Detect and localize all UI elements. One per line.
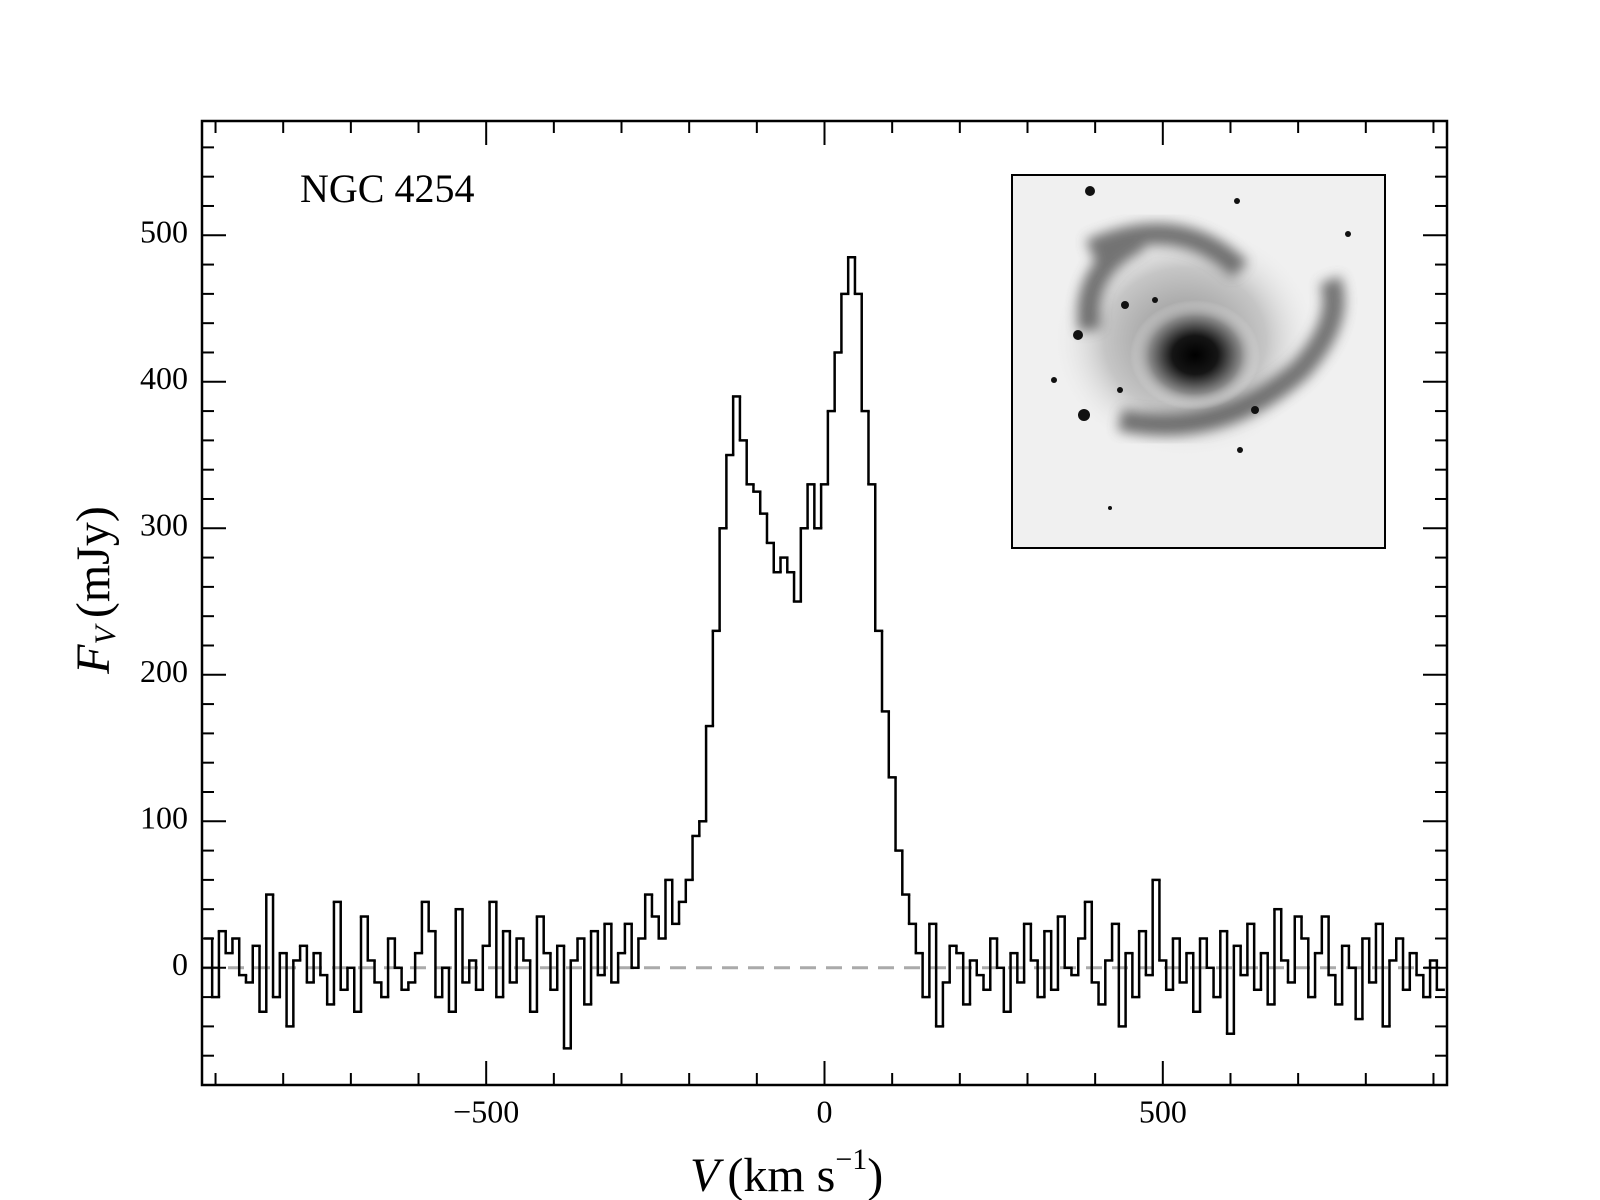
- x-tick-label: 0: [817, 1093, 833, 1129]
- x-tick-label: 500: [1139, 1093, 1187, 1129]
- y-tick-label: 0: [172, 946, 188, 982]
- y-tick-label: 400: [140, 360, 188, 396]
- x-label-unit: (km s: [727, 1149, 835, 1200]
- y-label-symbol: F: [67, 644, 120, 675]
- y-tick-label: 100: [140, 800, 188, 836]
- y-label-unit: (mJy): [67, 506, 120, 618]
- y-tick-label: 300: [140, 507, 188, 543]
- x-label-close: ): [867, 1149, 883, 1200]
- x-label-symbol: V: [690, 1149, 724, 1200]
- chart-title: NGC 4254: [300, 166, 474, 211]
- x-axis-label: V (km s−1): [690, 1143, 883, 1200]
- y-label-subscript: V: [89, 622, 122, 644]
- x-tick-label: −500: [453, 1093, 519, 1129]
- y-tick-label: 200: [140, 653, 188, 689]
- y-axis-label: FV (mJy): [67, 506, 122, 675]
- x-label-superscript: −1: [835, 1143, 867, 1176]
- y-tick-label: 500: [140, 214, 188, 250]
- galaxy-inset: [1011, 174, 1386, 549]
